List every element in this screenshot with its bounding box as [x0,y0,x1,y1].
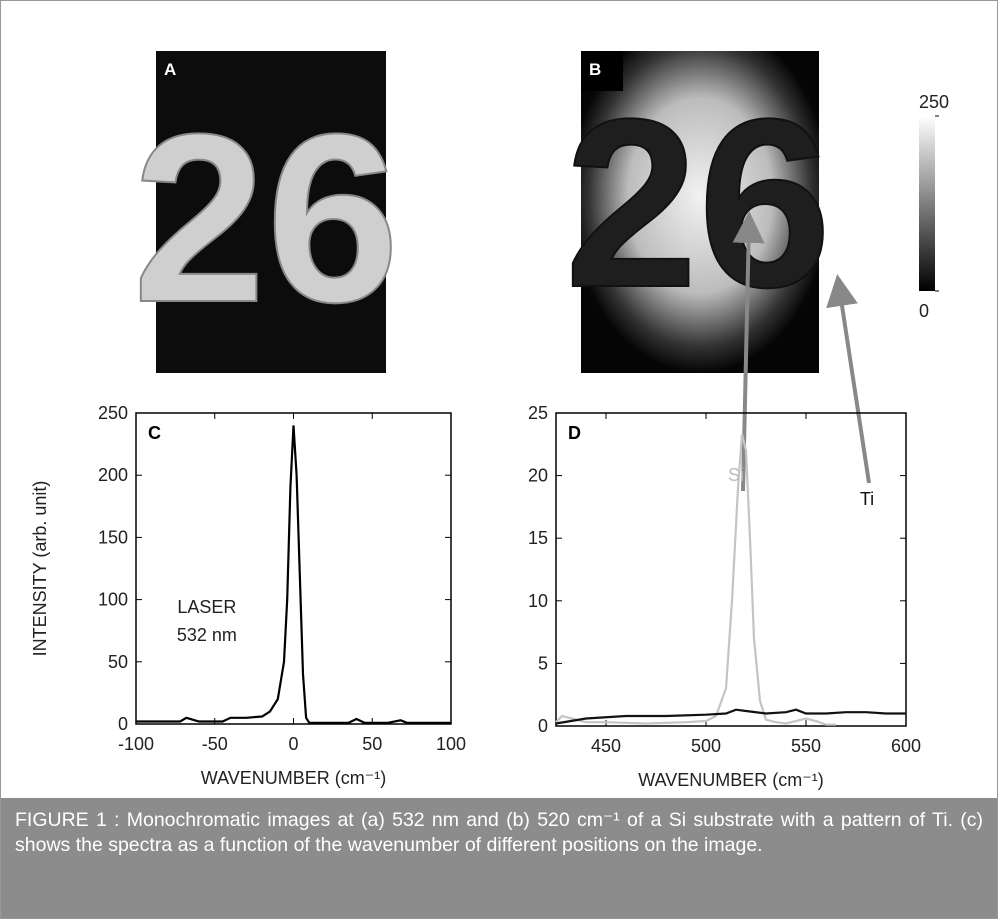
y-tick-label: 100 [98,590,128,610]
plot-frame [135,412,452,725]
y-tick-label: 150 [98,527,128,547]
series-line [136,425,451,724]
y-tick-label: 5 [538,653,548,673]
image-content: 26 [565,69,832,337]
panel-label: C [148,423,161,443]
x-tick-label: 550 [791,736,821,756]
y-tick-label: 0 [118,714,128,734]
image-content: 26 [133,84,400,352]
x-tick-label: 100 [436,734,466,754]
series-line [555,434,836,726]
x-tick-label: 50 [362,734,382,754]
x-axis-label: WAVENUMBER (cm⁻¹) [201,768,386,788]
y-tick-label: 15 [528,528,548,548]
y-axis-label: INTENSITY (arb. unit) [30,481,50,657]
y-tick-label: 0 [538,716,548,736]
y-tick-label: 25 [528,403,548,423]
series-label: Si [728,465,744,485]
image-a [156,51,386,373]
x-tick-label: -100 [118,734,154,754]
x-tick-label: 500 [691,736,721,756]
y-tick-label: 50 [108,652,128,672]
label-box [581,51,623,91]
y-tick-label: 10 [528,591,548,611]
plot-frame [555,412,907,727]
y-tick-label: 250 [98,403,128,423]
y-tick-label: 20 [528,466,548,486]
arrow [826,274,871,484]
panel-label: B [589,60,601,79]
x-axis-label: WAVENUMBER (cm⁻¹) [638,770,823,790]
image-b [581,51,819,373]
x-tick-label: 0 [288,734,298,754]
annotation: 532 nm [177,625,237,645]
annotation: LASER [177,597,236,617]
colorbar-tick-label: 250 [919,92,949,112]
y-tick-label: 200 [98,465,128,485]
panel-label: A [164,60,176,79]
x-tick-label: 450 [591,736,621,756]
caption: FIGURE 1 : Monochromatic images at (a) 5… [1,798,997,918]
colorbar [919,116,935,291]
series-line [555,708,906,725]
series-label: Ti [860,489,874,509]
x-tick-label: 600 [891,736,921,756]
colorbar-tick-label: 0 [919,301,929,321]
x-tick-label: -50 [202,734,228,754]
panel-label: D [568,423,581,443]
